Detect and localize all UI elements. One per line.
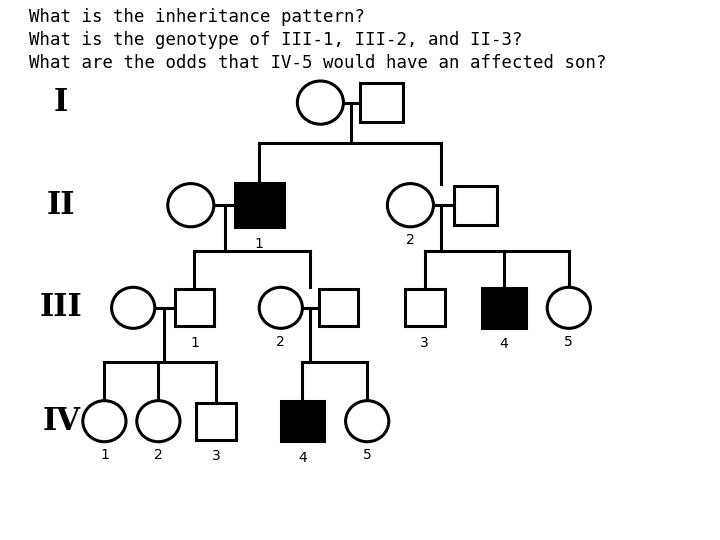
Text: 5: 5: [564, 335, 573, 349]
Text: 2: 2: [276, 335, 285, 349]
Ellipse shape: [83, 401, 126, 442]
Ellipse shape: [346, 401, 389, 442]
Text: What is the inheritance pattern?
What is the genotype of III-1, III-2, and II-3?: What is the inheritance pattern? What is…: [29, 8, 606, 72]
Text: 1: 1: [255, 237, 264, 251]
Ellipse shape: [168, 184, 214, 227]
Text: 4: 4: [500, 338, 508, 352]
Ellipse shape: [387, 184, 433, 227]
Text: 3: 3: [420, 336, 429, 350]
Bar: [281, 401, 324, 442]
Ellipse shape: [112, 287, 155, 328]
Text: I: I: [54, 87, 68, 118]
Bar: [235, 183, 284, 227]
Text: II: II: [47, 190, 76, 221]
Text: 3: 3: [212, 449, 220, 463]
Text: 2: 2: [154, 448, 163, 462]
Ellipse shape: [297, 81, 343, 124]
Bar: [405, 289, 445, 326]
Bar: [175, 289, 215, 326]
Text: 4: 4: [298, 451, 307, 465]
Text: 1: 1: [190, 336, 199, 350]
Bar: [318, 289, 358, 326]
Bar: [482, 287, 526, 328]
Ellipse shape: [259, 287, 302, 328]
Text: 5: 5: [363, 448, 372, 462]
Text: IV: IV: [42, 406, 80, 437]
Bar: [360, 83, 403, 122]
Bar: [454, 186, 497, 225]
Text: III: III: [40, 292, 83, 323]
Ellipse shape: [137, 401, 180, 442]
Text: 1: 1: [100, 448, 109, 462]
Ellipse shape: [547, 287, 590, 328]
Text: 2: 2: [406, 233, 415, 247]
Bar: [196, 403, 236, 440]
